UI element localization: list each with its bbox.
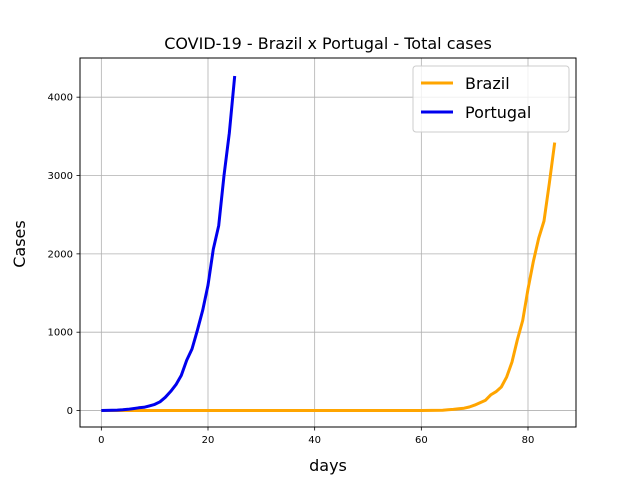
chart-title: COVID-19 - Brazil x Portugal - Total cas… — [164, 34, 492, 53]
axes-frame — [79, 57, 577, 428]
ticks: 0 20 40 60 80 0 1000 2000 3000 4000 — [48, 93, 535, 446]
y-tick-label: 1000 — [48, 328, 73, 339]
y-tick-label: 4000 — [48, 93, 73, 104]
legend: Brazil Portugal — [412, 65, 570, 133]
y-tick-label: 3000 — [48, 171, 73, 182]
x-tick-label: 80 — [522, 435, 535, 446]
x-tick-label: 60 — [415, 435, 428, 446]
series-line-portugal — [101, 75, 237, 412]
series-layer — [101, 75, 557, 412]
legend-label-portugal: Portugal — [465, 103, 531, 122]
x-axis-label: days — [309, 456, 347, 475]
series-line-brazil — [101, 142, 557, 412]
legend-label-brazil: Brazil — [465, 74, 510, 93]
y-axis-label: Cases — [10, 220, 29, 268]
y-tick-label: 2000 — [48, 249, 73, 260]
x-tick-label: 0 — [98, 435, 104, 446]
y-tick-label: 0 — [67, 406, 73, 417]
x-tick-label: 20 — [202, 435, 215, 446]
x-tick-label: 40 — [308, 435, 321, 446]
